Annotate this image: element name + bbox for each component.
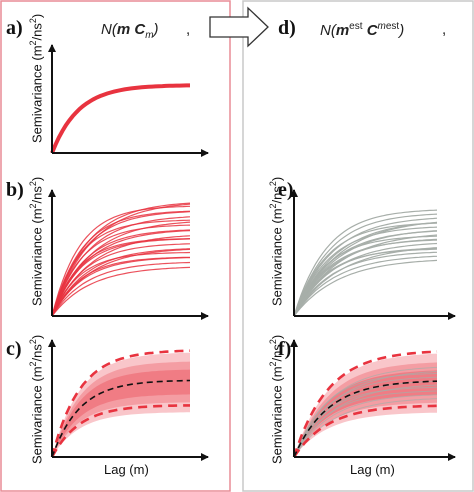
curve-posterior-overlay — [293, 370, 438, 458]
prior-distribution-formula: N(m Cm) — [101, 21, 159, 41]
ylabel-f: Semivariance (m2/ns2) — [268, 334, 285, 464]
upper-bound-c — [50, 349, 191, 458]
curve-prior-realization — [51, 203, 191, 317]
curve-posterior-overlay — [293, 384, 438, 458]
curve-prior-realization — [51, 235, 191, 317]
uncertainty-band-c — [52, 361, 190, 457]
curve-posterior-realization — [293, 226, 438, 317]
curve-prior-realization — [51, 216, 191, 317]
curve-prior-realization — [51, 202, 191, 317]
posterior-distribution-formula: N(mest Cmest) — [320, 21, 405, 39]
ylabel-a: Semivariance (m2/ns2) — [28, 13, 45, 143]
mean-curve-c — [51, 379, 191, 458]
ylabel-b: Semivariance (m2/ns2) — [28, 176, 45, 306]
panel-label-d: d) — [278, 17, 296, 39]
curve-prior-realization — [51, 229, 191, 317]
uncertainty-band-c — [52, 369, 190, 457]
curve-posterior-realization — [293, 217, 438, 317]
curve-prior-realization — [51, 248, 191, 317]
panel-label-f: f) — [278, 338, 292, 360]
upper-bound-f — [292, 350, 438, 458]
curve-posterior-realization — [293, 255, 438, 317]
curve-prior-realization — [51, 248, 191, 317]
uncertainty-band-f — [294, 370, 437, 457]
panel-label-e: e) — [278, 179, 294, 201]
curve-posterior-realization — [293, 251, 438, 317]
curve-prior-realization — [51, 230, 191, 317]
xlabel-f: Lag (m) — [350, 462, 395, 477]
panel-label-c: c) — [6, 338, 22, 360]
curve-prior-realization — [51, 211, 191, 317]
xlabel-c: Lag (m) — [104, 462, 149, 477]
mean-curve-f — [293, 380, 438, 458]
curve-prior-realization — [51, 256, 190, 317]
formula-right-comma: , — [442, 21, 447, 38]
curve-prior-realization — [51, 221, 191, 317]
right-panel-frame — [242, 0, 474, 492]
curve-posterior-overlay — [293, 372, 438, 458]
curve-posterior-realization — [293, 221, 438, 317]
curve-posterior-realization — [293, 209, 438, 317]
curve-posterior-realization — [293, 242, 438, 317]
lower-bound-f — [292, 404, 438, 458]
panel-label-a: a) — [6, 17, 23, 39]
uncertainty-band-c — [52, 352, 190, 457]
ylabel-c: Semivariance (m2/ns2) — [28, 334, 45, 464]
curve-prior-mean — [50, 83, 190, 154]
curve-posterior-overlay — [293, 366, 438, 458]
curve-posterior-realization — [293, 247, 438, 317]
panel-label-b: b) — [6, 179, 24, 201]
formula-left-comma: , — [186, 21, 191, 38]
curve-prior-realization — [51, 261, 191, 317]
curve-posterior-realization — [293, 213, 438, 317]
curve-posterior-realization — [293, 259, 438, 317]
curve-posterior-overlay — [293, 394, 438, 458]
curve-prior-realization — [51, 266, 191, 317]
curve-posterior-realization — [293, 234, 438, 317]
transfer-arrow-icon — [209, 6, 269, 48]
curve-posterior-overlay — [293, 376, 438, 458]
ylabel-e: Semivariance (m2/ns2) — [268, 176, 285, 306]
uncertainty-band-f — [294, 362, 437, 457]
left-panel-frame — [0, 0, 231, 492]
curve-prior-realization — [51, 243, 191, 317]
lower-bound-c — [50, 404, 190, 458]
